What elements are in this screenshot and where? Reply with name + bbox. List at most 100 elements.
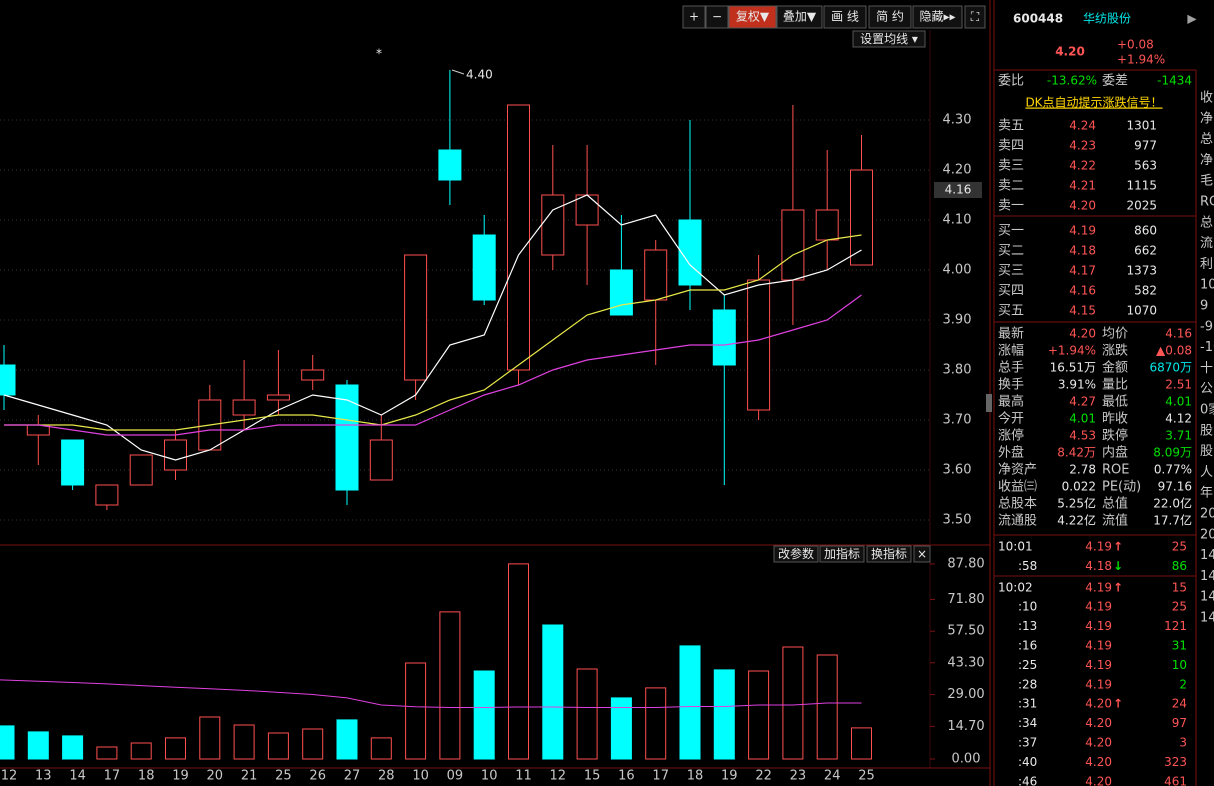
toolbar-button-label[interactable]: 画 线 — [831, 10, 859, 24]
tick-time: 10:02 — [998, 580, 1033, 594]
tick-time: :31 — [1018, 697, 1037, 711]
x-tick-label: 12 — [1, 769, 18, 784]
candle-body — [0, 364, 16, 396]
indicator-button[interactable] — [866, 545, 912, 563]
toolbar-button[interactable] — [776, 5, 823, 29]
stock-code: 600448 — [1013, 12, 1063, 26]
toolbar-button-label[interactable]: − — [712, 10, 722, 24]
toolbar-button-label[interactable]: 复权▼ — [736, 10, 770, 24]
tick-time: :16 — [1018, 639, 1037, 653]
x-tick-label: 19 — [721, 769, 738, 784]
edge-text: 14 — [1200, 569, 1214, 584]
x-tick-label: 22 — [755, 769, 772, 784]
edge-text: 收 — [1200, 91, 1213, 106]
book-volume: 662 — [1134, 244, 1157, 258]
toolbar-button[interactable] — [868, 5, 912, 29]
toolbar-button[interactable] — [964, 5, 986, 29]
edge-text: 流 — [1200, 236, 1213, 251]
candle-body — [575, 194, 599, 226]
toolbar-button[interactable] — [705, 5, 729, 29]
edge-text: 利 — [1200, 257, 1213, 272]
y-tick-label: 43.30 — [947, 655, 984, 670]
toolbar-button[interactable] — [682, 5, 706, 29]
tick-price: 4.19 — [1085, 580, 1112, 594]
indicator-button-label[interactable]: × — [917, 547, 927, 561]
toolbar-button-label[interactable]: 叠加▼ — [783, 10, 817, 24]
edge-text: 十 — [1200, 361, 1213, 376]
toolbar-button[interactable] — [823, 5, 867, 29]
x-tick-label: 16 — [618, 769, 635, 784]
toolbar-button-label[interactable]: ⛶ — [970, 10, 980, 24]
stat-label: 最低 — [1102, 395, 1128, 410]
tick-arrow: ↓ — [1113, 559, 1123, 573]
y-tick-label: 0.00 — [952, 752, 981, 767]
tick-volume: 24 — [1172, 697, 1187, 711]
volume-bar — [267, 732, 289, 760]
edge-text: 20 — [1200, 527, 1214, 542]
volume-bar — [130, 742, 152, 760]
stat-label: 涨跌 — [1102, 343, 1128, 359]
toolbar-button[interactable] — [728, 5, 777, 29]
stat-value: 4.01 — [1069, 412, 1096, 426]
stat-value: 2.78 — [1069, 463, 1096, 477]
volume-bar — [233, 724, 255, 760]
tick-price: 4.18 — [1085, 559, 1112, 573]
tick-price: 4.20 — [1085, 736, 1112, 750]
toolbar-button-label[interactable]: 简 约 — [876, 9, 904, 24]
edge-text: 14 — [1200, 548, 1214, 563]
volume-bar — [782, 646, 804, 760]
ma-button[interactable] — [852, 30, 926, 48]
ma-button-label[interactable]: 设置均线 ▾ — [860, 32, 918, 46]
diff-value: -1434 — [1157, 74, 1192, 88]
volume-bar — [473, 670, 495, 760]
stat-label: 总手 — [998, 361, 1024, 376]
toolbar-button-label[interactable]: 隐藏▸▸ — [919, 10, 955, 24]
book-label: 卖五 — [998, 119, 1024, 134]
tick-time: 10:01 — [998, 540, 1033, 554]
indicator-button[interactable] — [773, 545, 819, 563]
stat-label: 今开 — [998, 411, 1024, 427]
tick-volume: 3 — [1179, 736, 1187, 750]
book-price: 4.18 — [1069, 244, 1096, 258]
y-tick-label: 4.00 — [943, 263, 972, 278]
stat-label: 净资产 — [998, 463, 1037, 478]
x-tick-label: 24 — [824, 769, 841, 784]
candle-body — [781, 209, 805, 281]
stat-label: 外盘 — [998, 445, 1024, 461]
edge-text: 0家 — [1200, 402, 1214, 418]
tick-volume: 86 — [1172, 559, 1187, 573]
toolbar-button[interactable] — [912, 5, 963, 29]
indicator-button-label[interactable]: 加指标 — [824, 546, 860, 561]
book-label: 买一 — [998, 224, 1024, 239]
book-label: 买二 — [998, 244, 1024, 259]
candle-body — [472, 234, 496, 301]
y-tick-label: 3.80 — [943, 363, 972, 378]
tick-price: 4.20 — [1085, 716, 1112, 730]
candle-body — [232, 399, 256, 416]
edge-text: RO — [1200, 195, 1214, 210]
candle-body — [301, 369, 325, 381]
volume-bar — [713, 669, 735, 760]
moving-average-line — [4, 234, 862, 431]
indicator-button-label[interactable]: 改参数 — [778, 546, 814, 561]
indicator-button-label[interactable]: 换指标 — [871, 546, 907, 561]
edge-text: 总 — [1200, 215, 1213, 230]
edge-text: 20 — [1200, 507, 1214, 522]
toolbar-button-label[interactable]: + — [689, 10, 699, 24]
candle-body — [129, 454, 153, 486]
stat-value: 4.16 — [1165, 327, 1192, 341]
tick-price: 4.20 — [1085, 755, 1112, 769]
volume-bar — [62, 735, 84, 760]
candle-body — [404, 254, 428, 381]
book-price: 4.15 — [1069, 304, 1096, 318]
x-tick-label: 17 — [104, 769, 121, 784]
x-tick-label: 13 — [35, 769, 52, 784]
candle-body — [815, 209, 839, 241]
tick-time: :10 — [1018, 600, 1037, 614]
book-volume: 860 — [1134, 224, 1157, 238]
tick-volume: 323 — [1164, 755, 1187, 769]
indicator-button[interactable] — [913, 545, 931, 563]
x-tick-label: 21 — [241, 769, 258, 784]
book-label: 买三 — [998, 264, 1024, 279]
indicator-button[interactable] — [819, 545, 865, 563]
